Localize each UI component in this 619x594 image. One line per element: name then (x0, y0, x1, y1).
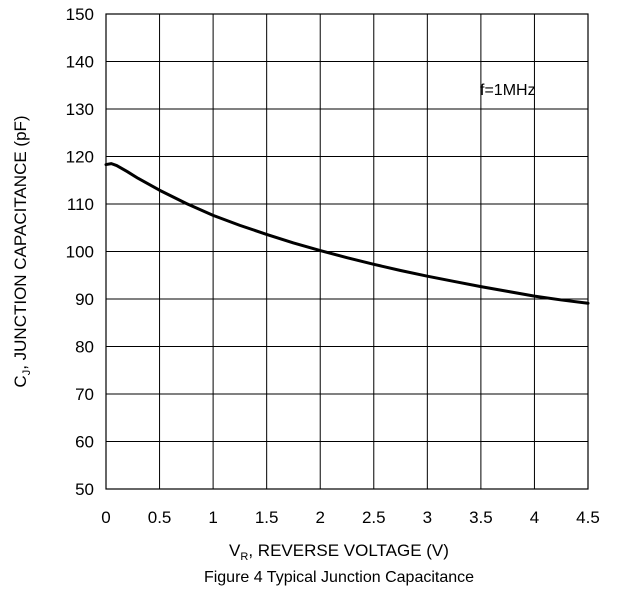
x-tick-label: 0.5 (148, 508, 172, 527)
y-tick-label: 130 (66, 100, 94, 119)
y-axis-title-main: C (11, 375, 30, 387)
y-axis-title-subscript: J (21, 370, 33, 376)
capacitance-curve (104, 162, 590, 305)
y-tick-label: 100 (66, 243, 94, 262)
x-tick-label: 3 (423, 508, 432, 527)
x-tick-label: 0 (101, 508, 110, 527)
y-tick-label: 50 (75, 480, 94, 499)
x-axis-title-rest: , REVERSE VOLTAGE (V) (248, 541, 449, 560)
x-tick-label: 1 (208, 508, 217, 527)
x-tick-labels: 0 0.5 1 1.5 2 2.5 3 3.5 4 4.5 (101, 508, 600, 527)
y-tick-label: 110 (67, 195, 94, 214)
y-tick-label: 60 (75, 433, 94, 452)
y-tick-label: 150 (66, 5, 94, 24)
x-tick-label: 4 (530, 508, 539, 527)
y-axis-title-rest: , JUNCTION CAPACITANCE (pF) (11, 115, 30, 369)
y-axis-title: CJ, JUNCTION CAPACITANCE (pF) (11, 115, 33, 387)
series-layer (104, 162, 590, 305)
x-tick-label: 4.5 (576, 508, 600, 527)
plot-frame (105, 13, 589, 490)
y-tick-labels: 50 60 70 80 90 100 110 120 130 140 150 (66, 5, 94, 499)
x-axis-title-subscript: R (240, 551, 248, 563)
x-tick-label: 2 (315, 508, 324, 527)
y-tick-label: 90 (75, 290, 94, 309)
y-tick-label: 80 (75, 338, 94, 357)
x-tick-label: 3.5 (469, 508, 493, 527)
figure-caption: Figure 4 Typical Junction Capacitance (204, 569, 474, 586)
y-tick-label: 140 (66, 53, 94, 72)
y-tick-label: 70 (75, 385, 94, 404)
x-axis-title-main: V (229, 541, 241, 560)
y-tick-label: 120 (66, 148, 94, 167)
x-axis-title: VR, REVERSE VOLTAGE (V) (229, 541, 449, 563)
frequency-annotation: f=1MHz (480, 82, 536, 99)
x-tick-label: 1.5 (255, 508, 279, 527)
x-tick-label: 2.5 (362, 508, 386, 527)
